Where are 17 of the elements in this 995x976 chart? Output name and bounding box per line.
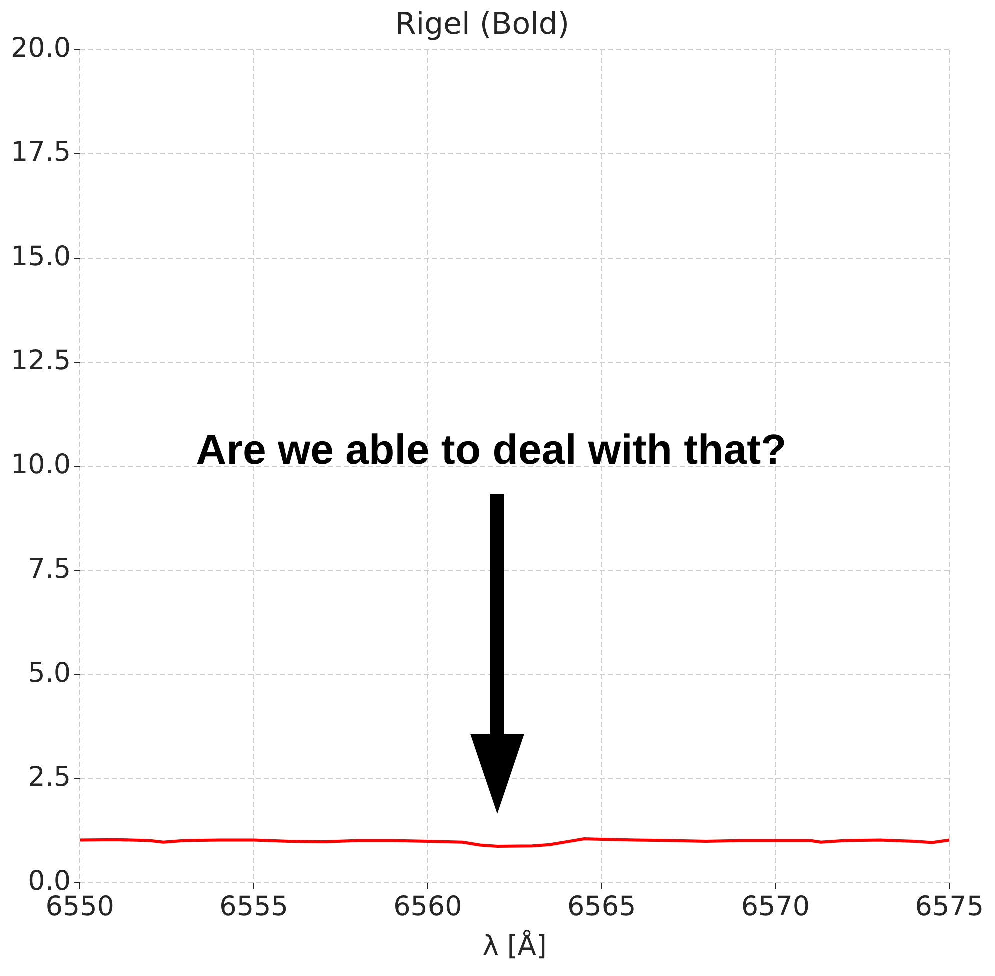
x-tick-label: 6555 [220, 891, 288, 922]
y-tick-label: 12.5 [10, 345, 72, 376]
y-tick-label: 10.0 [10, 450, 72, 481]
x-tick-label: 6575 [915, 891, 984, 922]
y-tick-label: 7.5 [28, 554, 72, 585]
x-tick-label: 6550 [46, 891, 114, 922]
chart-title: Rigel (Bold) [395, 6, 570, 42]
y-tick-label: 17.5 [10, 137, 72, 168]
y-tick-label: 20.0 [10, 33, 72, 64]
y-tick-label: 2.5 [28, 762, 72, 794]
x-tick-label: 6570 [741, 891, 810, 922]
annotation: Are we able to deal with that? [196, 426, 787, 474]
y-tick-label: 5.0 [28, 658, 72, 689]
y-tick-label: 15.0 [10, 241, 72, 272]
x-axis-title: λ [Å] [482, 928, 547, 962]
x-tick-label: 6565 [567, 891, 636, 922]
x-tick-label: 6560 [394, 891, 462, 922]
